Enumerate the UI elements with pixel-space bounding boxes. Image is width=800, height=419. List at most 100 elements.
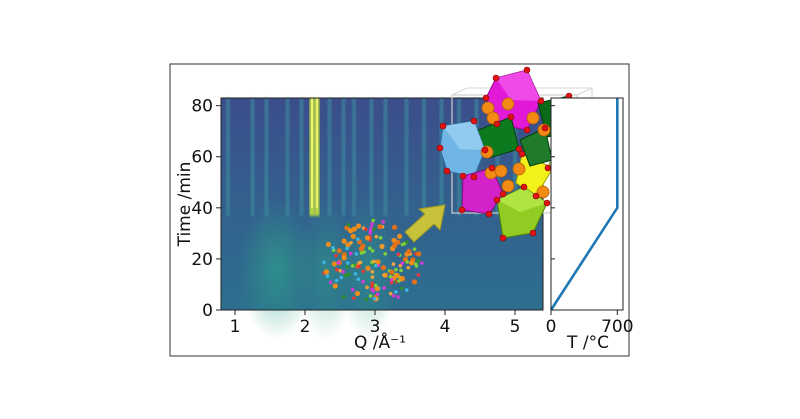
cluster-atom bbox=[361, 280, 365, 284]
x-tick-label: 4 bbox=[440, 317, 451, 337]
cluster-atom bbox=[350, 264, 355, 268]
cluster-atom bbox=[391, 293, 396, 298]
cluster-atom bbox=[350, 233, 356, 239]
cation-atom bbox=[501, 179, 515, 193]
temperature-line bbox=[549, 98, 619, 311]
cation-atom bbox=[536, 185, 550, 199]
cluster-atom bbox=[370, 249, 375, 253]
oxygen-atom bbox=[493, 196, 501, 204]
oxygen-atom bbox=[520, 183, 528, 191]
cluster-atom bbox=[388, 275, 393, 279]
cluster-atom bbox=[389, 278, 394, 282]
octahedron-magenta-face bbox=[496, 70, 541, 101]
amorphous-scattering bbox=[239, 197, 398, 340]
cluster-atom bbox=[378, 236, 383, 240]
diffraction-peak bbox=[341, 98, 346, 216]
oxygen-atom bbox=[492, 74, 500, 82]
diffraction-peak bbox=[285, 98, 290, 216]
cluster-atom bbox=[409, 260, 415, 266]
cluster-atom bbox=[363, 227, 368, 232]
temperature-x-axis-label: T /°C bbox=[566, 333, 609, 353]
diffraction-peak bbox=[439, 98, 444, 216]
temperature-profile bbox=[549, 98, 619, 311]
cluster-atom bbox=[395, 239, 401, 245]
cluster-atom bbox=[391, 243, 398, 249]
diffraction-peak bbox=[404, 98, 409, 216]
oxygen-atom bbox=[470, 117, 478, 125]
diffraction-peak bbox=[422, 98, 426, 216]
cluster-atom bbox=[348, 228, 354, 234]
cluster-atom bbox=[374, 285, 380, 292]
cluster-atom bbox=[335, 267, 339, 272]
cluster-atom bbox=[362, 250, 367, 254]
oxygen-atom bbox=[499, 190, 507, 198]
cluster-atom bbox=[341, 255, 347, 261]
cluster-atom bbox=[405, 260, 409, 264]
oxygen-atom bbox=[499, 234, 507, 242]
cluster-atom bbox=[377, 224, 383, 230]
cluster-atom bbox=[375, 259, 381, 265]
cluster-atom bbox=[357, 264, 361, 269]
cluster-atom bbox=[406, 265, 411, 270]
cluster-atom bbox=[404, 288, 409, 292]
y-tick-label: 20 bbox=[191, 250, 213, 270]
cluster-atom bbox=[322, 260, 326, 265]
cluster-atom bbox=[336, 248, 342, 254]
cluster-atom bbox=[334, 253, 338, 258]
nanoparticle-cluster bbox=[322, 218, 424, 302]
cluster-atom bbox=[416, 251, 422, 257]
cluster-atom bbox=[360, 243, 366, 249]
cluster-atom bbox=[420, 261, 424, 265]
cluster-atom bbox=[346, 223, 351, 227]
cluster-atom bbox=[373, 263, 378, 268]
cluster-atom bbox=[399, 276, 405, 282]
heatmap-x-axis-label: Q /Å⁻¹ bbox=[354, 331, 406, 353]
cluster-atom bbox=[331, 261, 337, 267]
temperature-x-tick-label: 700 bbox=[601, 317, 633, 337]
oxygen-atom bbox=[523, 66, 531, 74]
cluster-atom bbox=[364, 297, 369, 302]
diffraction-peak bbox=[495, 98, 500, 216]
oxygen-atom bbox=[488, 164, 496, 172]
cluster-atom bbox=[398, 263, 403, 268]
amorphous-band bbox=[296, 197, 356, 340]
heatmap-y-axis-label: Time /min bbox=[175, 162, 195, 248]
oxygen-atom bbox=[443, 167, 451, 175]
diffraction-peak bbox=[369, 98, 374, 216]
cluster-atom bbox=[391, 262, 396, 266]
y-tick-label: 80 bbox=[191, 97, 213, 117]
temperature-axes-frame bbox=[550, 97, 624, 311]
cluster-atom bbox=[344, 225, 350, 231]
cluster-atom bbox=[356, 277, 361, 281]
cluster-atom bbox=[399, 268, 403, 273]
cluster-atom bbox=[345, 246, 349, 251]
cluster-atom bbox=[397, 233, 403, 239]
temperature-axes: 0 700 bbox=[546, 105, 634, 337]
x-tick-label: 2 bbox=[300, 317, 311, 337]
cluster-atom bbox=[396, 252, 401, 257]
crystal-structure bbox=[436, 66, 600, 242]
heatmap-axes: 1 2 3 4 5 0 20 40 60 80 bbox=[191, 97, 520, 337]
cluster-atom bbox=[380, 265, 387, 271]
cluster-atom bbox=[380, 244, 385, 248]
cluster-atom bbox=[383, 251, 388, 256]
cluster-atom bbox=[391, 224, 398, 230]
octahedron-lightgreen-face bbox=[497, 187, 547, 212]
cluster-atom bbox=[373, 283, 378, 288]
cluster-atom bbox=[356, 237, 360, 242]
cation-atom bbox=[494, 164, 508, 178]
cluster-atom bbox=[382, 273, 386, 277]
cluster-atom bbox=[341, 270, 346, 274]
cation-atom bbox=[501, 97, 515, 111]
cluster-atom bbox=[365, 285, 369, 290]
cluster-atom bbox=[368, 228, 373, 233]
oxygen-atom bbox=[529, 229, 537, 237]
cluster-atom bbox=[338, 268, 342, 273]
cluster-atom bbox=[357, 261, 362, 265]
cluster-atom bbox=[336, 260, 341, 265]
cluster-atom bbox=[345, 264, 350, 269]
cluster-atom bbox=[334, 278, 339, 283]
cluster-atom bbox=[343, 273, 348, 278]
y-tick-label: 40 bbox=[191, 199, 213, 219]
